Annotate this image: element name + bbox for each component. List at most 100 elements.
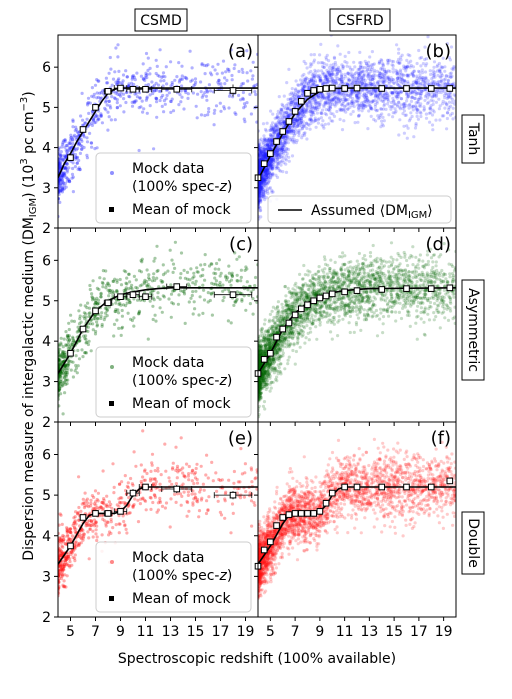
mock-point [183,75,187,79]
mock-point [258,167,261,171]
mock-point [121,79,125,83]
mock-point [262,134,266,138]
mock-point [71,125,75,129]
mock-point [340,72,344,76]
mock-point [434,82,438,86]
mock-point [137,309,142,313]
mock-point [282,114,286,118]
mock-point [381,82,385,86]
mock-point [328,73,332,78]
mock-point [397,83,401,87]
mock-point [313,118,317,122]
mock-point [313,100,317,104]
mock-point [161,93,165,98]
mock-point [258,206,262,210]
mock-point [86,101,90,105]
mock-point [367,109,371,113]
mock-point [276,154,280,158]
mock-point [403,102,407,106]
mock-point [149,290,153,294]
mock-point [71,360,75,364]
mock-point [86,101,91,105]
mock-point [329,79,333,83]
mock-point [419,55,424,60]
mock-point [352,80,356,84]
mock-point [308,117,312,121]
mock-point [281,104,285,108]
mock-point [318,92,323,96]
mock-point [270,141,274,145]
mock-point [90,145,94,149]
mock-point [319,78,323,82]
mock-point [210,73,214,77]
mock-point [264,170,268,174]
mock-point [369,81,373,86]
mock-point [368,88,372,92]
mock-point [328,106,332,110]
mock-point [125,276,129,280]
mock-point [384,84,388,88]
mock-point [258,195,262,199]
mock-point [399,97,403,101]
mock-point [334,99,338,103]
mock-point [414,101,418,105]
mock-point [286,129,290,133]
mock-point [261,192,265,196]
mock-point [61,159,65,163]
mock-point [264,173,268,177]
mock-point [369,100,373,104]
mock-point [441,99,445,103]
mock-point [264,196,269,200]
mock-point [328,91,332,95]
mock-point [376,114,380,118]
mock-point [264,182,268,186]
mock-point [270,174,274,178]
mock-point [340,76,344,80]
mock-point [376,94,380,98]
mock-point [361,106,365,110]
mock-point [393,111,397,115]
mock-point [117,93,122,97]
mock-point [77,142,81,146]
mock-point [286,115,290,119]
mean-point [353,84,361,92]
mock-point [380,95,384,99]
mock-point [346,107,350,111]
mock-point [392,81,396,85]
mock-point [111,77,116,81]
mock-point [148,104,152,108]
mock-point [396,76,400,80]
mock-point [387,82,391,86]
mock-point [164,65,168,69]
mock-point [379,58,383,62]
mock-point [75,130,80,134]
mock-point [334,78,338,82]
mock-point [447,107,451,112]
mock-point [282,121,286,125]
mock-point [65,143,69,148]
mock-point [418,104,423,108]
mock-point [282,111,286,115]
mock-point [226,319,230,323]
mock-point [139,270,143,274]
mock-point [362,106,366,110]
mock-point [88,322,92,326]
mock-point [308,65,312,69]
mock-point [261,181,265,185]
mock-point [60,182,64,186]
mock-point [73,157,78,161]
mock-point [115,278,119,282]
mock-point [444,74,448,78]
mock-point [146,56,150,60]
mock-point [258,166,261,170]
mock-point [185,270,190,274]
mock-point [130,77,134,81]
mock-point [311,106,315,110]
mock-point [145,95,149,99]
mock-point [74,155,78,159]
mock-point [345,82,349,86]
mock-point [399,72,404,76]
mock-point [397,91,401,95]
mock-point [270,158,274,162]
mock-point [271,165,275,169]
